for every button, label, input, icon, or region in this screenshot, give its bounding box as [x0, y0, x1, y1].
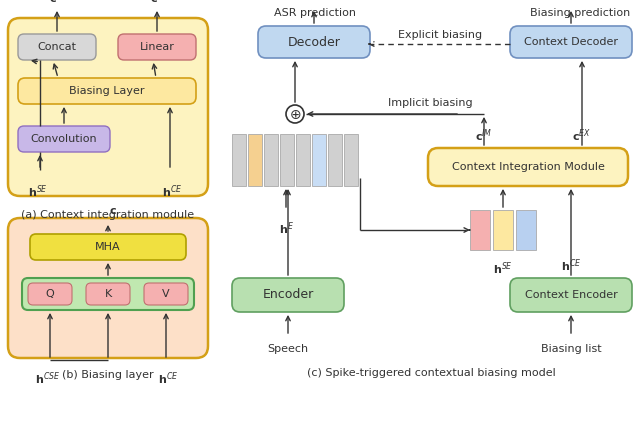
Text: $\mathbf{h}^{CSE}$: $\mathbf{h}^{CSE}$ [35, 370, 61, 387]
Text: $\mathbf{h}^{CE}$: $\mathbf{h}^{CE}$ [561, 257, 581, 274]
FancyBboxPatch shape [18, 126, 110, 152]
Text: (a) Context integration module: (a) Context integration module [21, 210, 195, 220]
Text: $\mathbf{h}^{CE}$: $\mathbf{h}^{CE}$ [162, 183, 182, 200]
Bar [493, 210, 513, 250]
Text: ASR prediction: ASR prediction [274, 8, 356, 18]
Text: Biasing prediction: Biasing prediction [530, 8, 630, 18]
FancyBboxPatch shape [510, 278, 632, 312]
Bar [344, 134, 358, 186]
Text: Concat: Concat [38, 42, 77, 52]
Text: K: K [104, 289, 111, 299]
Text: Q: Q [45, 289, 54, 299]
FancyBboxPatch shape [18, 34, 96, 60]
Text: V: V [162, 289, 170, 299]
Bar [312, 134, 326, 186]
FancyBboxPatch shape [18, 78, 196, 104]
FancyBboxPatch shape [144, 283, 188, 305]
FancyBboxPatch shape [258, 26, 370, 58]
Bar [470, 210, 490, 250]
FancyBboxPatch shape [8, 18, 208, 196]
Text: $\oplus$: $\oplus$ [289, 108, 301, 122]
Bar [264, 134, 278, 186]
Text: (b) Biasing layer: (b) Biasing layer [62, 370, 154, 380]
Text: Encoder: Encoder [262, 288, 314, 301]
FancyBboxPatch shape [28, 283, 72, 305]
Text: Convolution: Convolution [31, 134, 97, 144]
Bar [516, 210, 536, 250]
Text: Linear: Linear [140, 42, 175, 52]
Text: Context Integration Module: Context Integration Module [452, 162, 604, 172]
Text: Implicit biasing: Implicit biasing [388, 98, 472, 108]
FancyBboxPatch shape [428, 148, 628, 186]
Text: $\mathbf{c}^{IM}$: $\mathbf{c}^{IM}$ [150, 0, 168, 6]
Bar [248, 134, 262, 186]
FancyBboxPatch shape [86, 283, 130, 305]
Text: $\mathbf{c}$: $\mathbf{c}$ [109, 206, 117, 216]
Text: Explicit biasing: Explicit biasing [398, 30, 482, 40]
Text: Context Decoder: Context Decoder [524, 37, 618, 47]
Text: Speech: Speech [268, 344, 308, 354]
Text: $\mathbf{h}^{SE}$: $\mathbf{h}^{SE}$ [28, 183, 48, 200]
Bar [296, 134, 310, 186]
Circle shape [286, 105, 304, 123]
Text: Biasing Layer: Biasing Layer [69, 86, 145, 96]
Text: $\mathbf{c}^{IM}$: $\mathbf{c}^{IM}$ [476, 127, 493, 144]
Text: $\mathbf{h}^{CE}$: $\mathbf{h}^{CE}$ [158, 370, 178, 387]
Text: MHA: MHA [95, 242, 121, 252]
Text: Biasing list: Biasing list [541, 344, 602, 354]
Bar [328, 134, 342, 186]
Text: Decoder: Decoder [287, 36, 340, 48]
Text: (c) Spike-triggered contextual biasing model: (c) Spike-triggered contextual biasing m… [307, 368, 556, 378]
Bar [280, 134, 294, 186]
Text: Context Encoder: Context Encoder [525, 290, 618, 300]
Text: $\mathbf{h}^{E}$: $\mathbf{h}^{E}$ [278, 220, 294, 237]
Text: $\mathbf{c}^{EX}$: $\mathbf{c}^{EX}$ [49, 0, 68, 6]
Text: $\mathbf{h}^{SE}$: $\mathbf{h}^{SE}$ [493, 260, 513, 276]
FancyBboxPatch shape [8, 218, 208, 358]
FancyBboxPatch shape [510, 26, 632, 58]
FancyBboxPatch shape [22, 278, 194, 310]
FancyBboxPatch shape [232, 278, 344, 312]
FancyBboxPatch shape [118, 34, 196, 60]
Text: $\mathbf{c}^{EX}$: $\mathbf{c}^{EX}$ [572, 127, 591, 144]
FancyBboxPatch shape [30, 234, 186, 260]
Bar [232, 134, 246, 186]
